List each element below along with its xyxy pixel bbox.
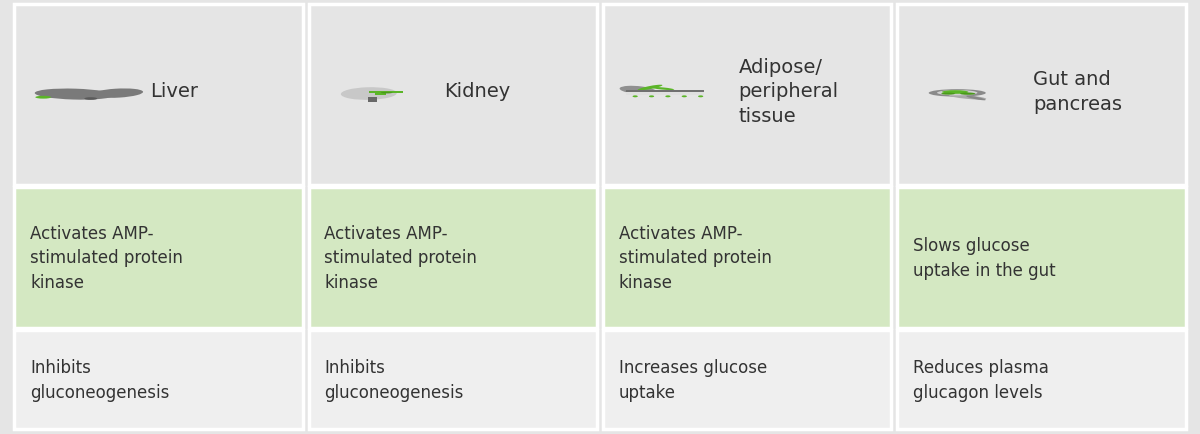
Text: Kidney: Kidney [444,82,510,101]
FancyBboxPatch shape [14,330,302,429]
Ellipse shape [949,95,986,100]
Ellipse shape [35,97,52,99]
FancyBboxPatch shape [308,187,596,328]
Text: Gut and
pancreas: Gut and pancreas [1033,70,1122,113]
FancyBboxPatch shape [602,187,892,328]
Ellipse shape [966,97,986,101]
Ellipse shape [941,93,955,95]
FancyBboxPatch shape [602,5,892,185]
Ellipse shape [649,96,654,98]
Bar [376,92,386,95]
Text: Slows glucose
uptake in the gut: Slows glucose uptake in the gut [913,237,1056,279]
Ellipse shape [652,88,674,91]
Ellipse shape [929,90,985,98]
Text: Reduces plasma
glucagon levels: Reduces plasma glucagon levels [913,358,1049,401]
Bar [368,92,378,94]
Ellipse shape [665,96,671,98]
Ellipse shape [698,96,703,98]
Ellipse shape [341,88,397,101]
Text: Increases glucose
uptake: Increases glucose uptake [619,358,767,401]
Text: Inhibits
gluconeogenesis: Inhibits gluconeogenesis [30,358,169,401]
Ellipse shape [937,91,978,96]
Text: Activates AMP-
stimulated protein
kinase: Activates AMP- stimulated protein kinase [30,225,182,291]
FancyBboxPatch shape [308,5,596,185]
Text: Activates AMP-
stimulated protein
kinase: Activates AMP- stimulated protein kinase [324,225,478,291]
Bar [376,92,403,94]
Ellipse shape [619,86,656,95]
FancyBboxPatch shape [308,330,596,429]
Ellipse shape [637,85,662,91]
Ellipse shape [632,96,637,98]
Bar [367,97,377,103]
Text: Liver: Liver [150,82,198,101]
Ellipse shape [942,91,968,95]
Ellipse shape [35,89,114,100]
Bar [625,91,703,96]
Ellipse shape [84,98,97,101]
Text: Inhibits
gluconeogenesis: Inhibits gluconeogenesis [324,358,463,401]
Ellipse shape [960,93,976,95]
FancyBboxPatch shape [14,187,302,328]
Ellipse shape [380,93,392,94]
FancyBboxPatch shape [898,330,1186,429]
FancyBboxPatch shape [14,5,302,185]
Bar [625,91,703,92]
FancyBboxPatch shape [898,187,1186,328]
Text: Adipose/
peripheral
tissue: Adipose/ peripheral tissue [738,58,839,125]
Ellipse shape [682,96,686,98]
FancyBboxPatch shape [898,5,1186,185]
Text: Activates AMP-
stimulated protein
kinase: Activates AMP- stimulated protein kinase [619,225,772,291]
FancyBboxPatch shape [602,330,892,429]
Ellipse shape [92,89,143,99]
